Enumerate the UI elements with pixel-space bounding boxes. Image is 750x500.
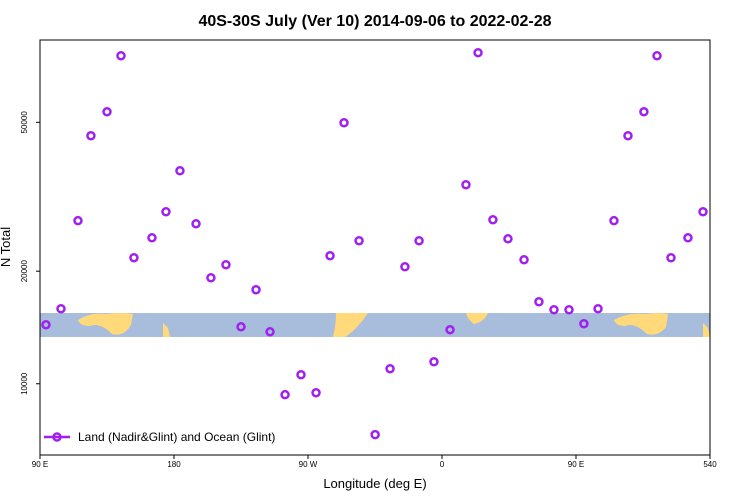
data-point — [683, 233, 693, 243]
data-point — [311, 388, 321, 398]
data-point — [564, 305, 574, 315]
data-point — [265, 327, 275, 337]
x-tick-label: 180 — [167, 460, 181, 469]
data-point — [652, 50, 662, 61]
data-point — [41, 320, 51, 330]
data-point — [221, 259, 231, 270]
data-point — [354, 235, 364, 246]
data-point — [429, 357, 439, 367]
x-tick-label: 540 — [703, 460, 717, 469]
data-point — [623, 131, 633, 141]
chart-title: 40S-30S July (Ver 10) 2014-09-06 to 2022… — [198, 13, 551, 30]
data-point — [488, 214, 498, 225]
y-tick-label: 50000 — [20, 111, 29, 134]
data-point — [325, 251, 335, 261]
data-point — [161, 207, 171, 217]
data-point — [445, 324, 455, 335]
data-point — [400, 262, 410, 272]
data-point — [116, 50, 126, 61]
data-point — [296, 370, 306, 380]
legend-marker — [52, 432, 62, 442]
x-tick-label: 90 W — [299, 460, 318, 469]
data-point — [251, 284, 261, 295]
data-point — [86, 131, 96, 141]
data-point — [698, 207, 708, 217]
data-point — [666, 253, 676, 263]
map-strip — [40, 313, 710, 337]
legend-label: Land (Nadir&Glint) and Ocean (Glint) — [78, 430, 275, 444]
data-point — [534, 296, 544, 307]
data-point — [56, 303, 66, 314]
y-axis-label: N Total — [0, 227, 13, 267]
data-point — [191, 219, 201, 229]
plot-frame — [39, 39, 711, 456]
data-point — [414, 235, 424, 246]
data-point — [370, 429, 380, 440]
x-tick-label: 90 E — [32, 460, 48, 469]
x-tick-label: 0 — [440, 460, 445, 469]
data-point — [579, 318, 589, 329]
data-point — [206, 273, 216, 283]
data-point — [461, 179, 471, 190]
y-tick-label: 10000 — [20, 372, 29, 395]
data-point — [236, 322, 246, 332]
data-point — [639, 107, 649, 117]
data-point — [385, 363, 395, 374]
data-point — [280, 389, 290, 400]
data-point — [73, 215, 83, 226]
y-tick-label: 20000 — [20, 260, 29, 283]
data-point — [609, 215, 619, 226]
data-point — [549, 305, 559, 315]
data-point — [129, 253, 139, 263]
x-tick-label: 90 E — [568, 460, 584, 469]
data-point — [503, 234, 513, 244]
data-point — [593, 303, 603, 314]
data-point — [473, 47, 483, 58]
data-point — [102, 107, 112, 117]
data-point — [339, 118, 349, 128]
data-point — [175, 166, 185, 176]
x-axis-label: Longitude (deg E) — [323, 476, 426, 491]
data-point — [519, 254, 529, 265]
data-point — [147, 233, 157, 243]
